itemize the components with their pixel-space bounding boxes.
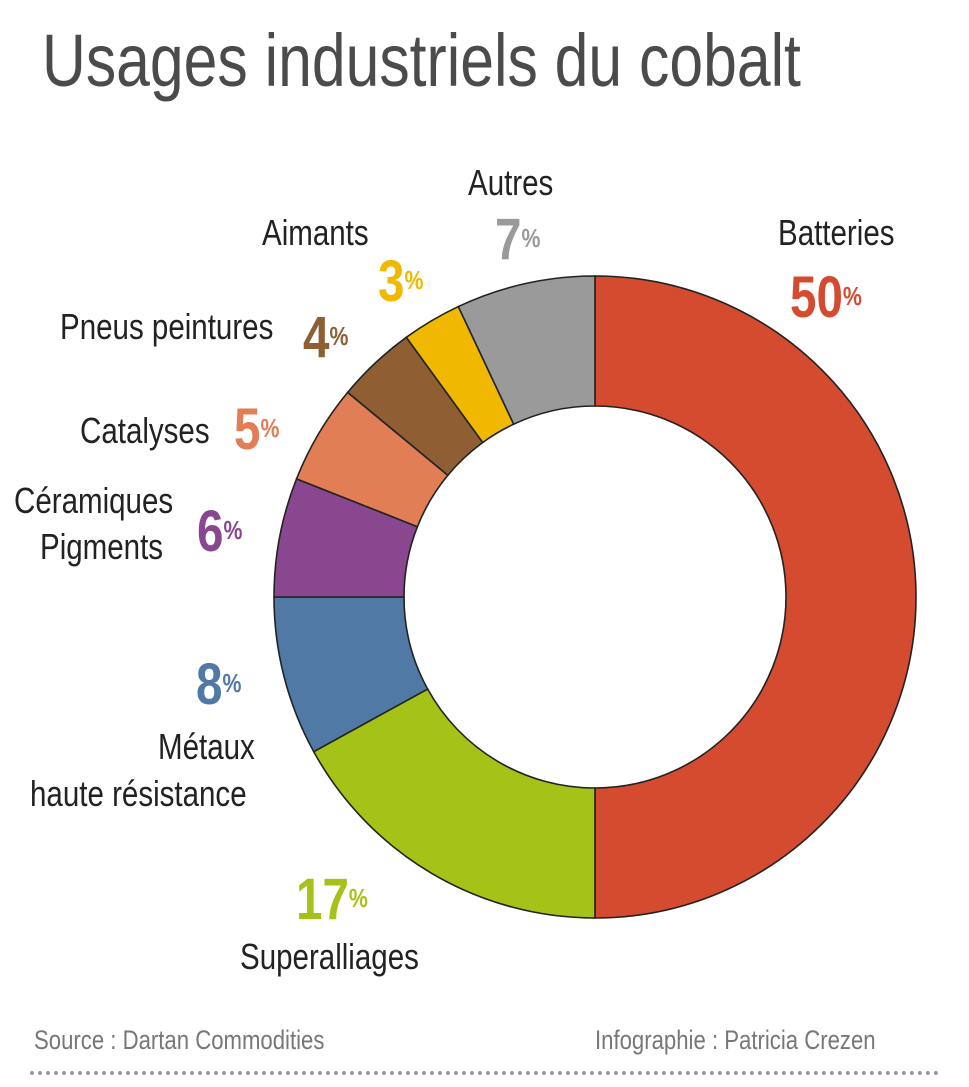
pct-metaux: 8% xyxy=(196,652,242,717)
pct-catalyses: 5% xyxy=(234,397,280,462)
pct-ceramiques: 6% xyxy=(197,499,243,564)
footer: Source : Dartan Commodities Infographie … xyxy=(0,1025,969,1085)
pct-pneus: 4% xyxy=(303,305,349,370)
credit-text: Infographie : Patricia Crezen xyxy=(595,1025,876,1055)
label-aimants: Aimants xyxy=(262,212,369,253)
slice-autres xyxy=(457,275,596,426)
pct-aimants: 3% xyxy=(378,249,424,314)
label-pneus: Pneus peintures xyxy=(60,306,274,347)
label-autres: Autres xyxy=(468,162,554,203)
slice-batteries xyxy=(594,275,917,919)
label-haute-resistance: haute résistance xyxy=(30,773,247,814)
label-superalliages: Superalliages xyxy=(240,936,419,977)
source-text: Source : Dartan Commodities xyxy=(34,1025,325,1055)
label-metaux: Métaux xyxy=(158,726,255,767)
pct-autres: 7% xyxy=(495,207,541,272)
label-batteries: Batteries xyxy=(778,212,895,253)
pct-batteries: 50% xyxy=(790,265,862,330)
chart-title: Usages industriels du cobalt xyxy=(42,19,801,102)
label-ceramiques: Céramiques xyxy=(14,480,174,521)
label-catalyses: Catalyses xyxy=(80,410,210,451)
label-pigments: Pigments xyxy=(40,526,164,567)
dotted-divider xyxy=(30,1071,939,1075)
slice-superalliages xyxy=(312,687,596,919)
pct-superalliages: 17% xyxy=(296,867,368,932)
